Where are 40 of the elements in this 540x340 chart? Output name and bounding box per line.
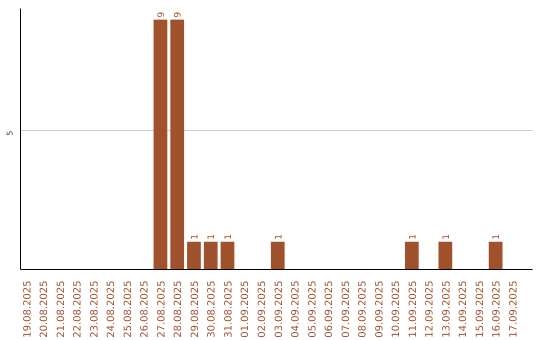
x-tick-label: 09.09.2025 [374,280,386,338]
x-tick-label: 21.08.2025 [56,280,67,338]
x-tick-label: 02.09.2025 [257,280,268,338]
x-tick-label: 31.08.2025 [223,280,234,338]
x-tick-label: 15.09.2025 [474,280,486,338]
x-tick-label: 03.09.2025 [274,280,285,338]
data-label: 9 [156,12,167,18]
x-tick-label: 26.08.2025 [140,280,151,338]
x-tick-label: 07.09.2025 [340,280,352,338]
x-tick-label: 05.09.2025 [307,280,318,338]
x-tick-label: 12.09.2025 [424,280,436,338]
x-tick-label: 08.09.2025 [358,280,369,338]
data-label: 1 [442,234,452,240]
x-tick-label: 19.08.2025 [22,280,34,338]
x-tick-label: 16.09.2025 [492,280,503,338]
data-label: 9 [174,12,184,18]
data-label: 1 [190,234,200,240]
x-tick-label: 14.09.2025 [458,280,470,338]
data-label: 1 [492,234,502,240]
data-label: 1 [207,234,218,240]
x-tick-label: 30.08.2025 [206,280,218,338]
y-tick-label: 5 [6,130,14,136]
x-tick-label: 24.08.2025 [106,280,118,338]
x-tick-label: 29.08.2025 [190,280,201,338]
x-tick-label: 23.08.2025 [89,280,100,338]
data-label: 1 [408,234,418,240]
x-tick-label: 17.09.2025 [508,280,520,338]
data-label: 1 [224,234,234,240]
x-tick-label: 28.08.2025 [173,280,184,338]
x-tick-label: 06.09.2025 [324,280,336,338]
x-tick-label: 11.09.2025 [408,280,419,338]
x-tick-label: 01.09.2025 [240,280,252,338]
x-tick-label: 22.08.2025 [72,280,84,338]
x-tick-label: 10.09.2025 [391,280,402,338]
x-tick-label: 20.08.2025 [39,280,50,338]
data-label: 1 [274,234,284,240]
x-tick-label: 25.08.2025 [122,280,134,338]
x-tick-label: 13.09.2025 [441,280,452,338]
x-tick-label: 27.08.2025 [156,280,168,338]
x-tick-label: 04.09.2025 [290,280,302,338]
